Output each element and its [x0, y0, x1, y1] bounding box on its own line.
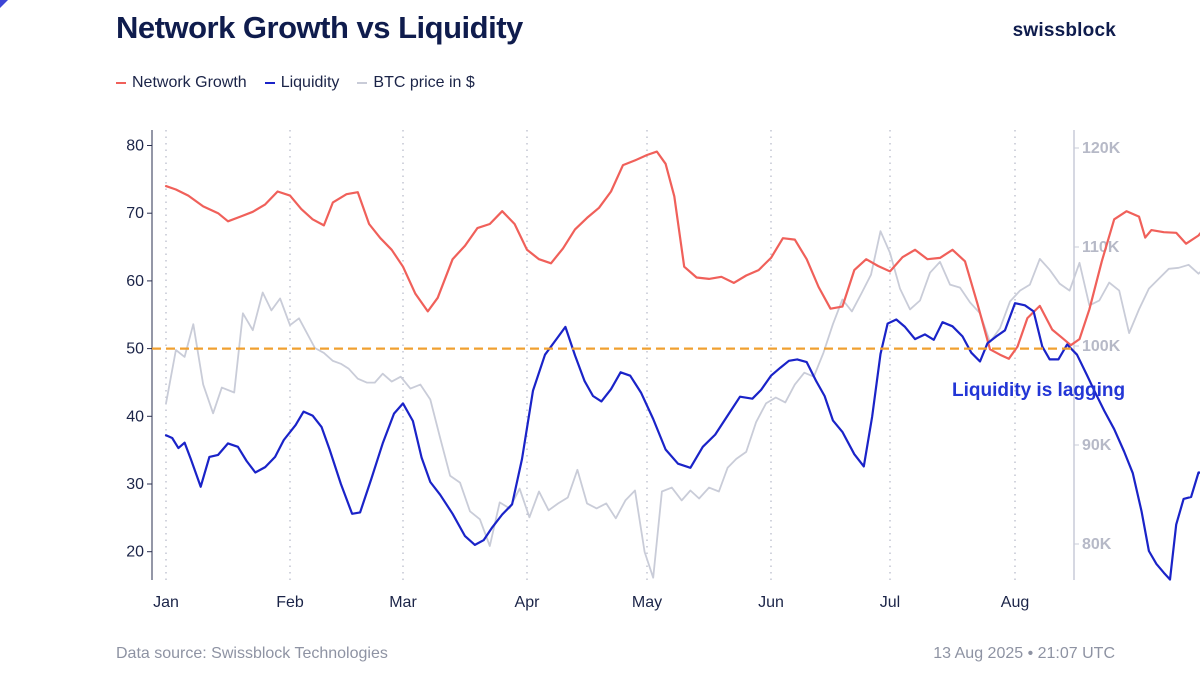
x-tick-label-jul: Jul [880, 594, 900, 611]
legend-item-liquidity[interactable]: Liquidity [264, 74, 340, 92]
legend-swatch-btc-price [357, 82, 368, 84]
left-tick-label: 50 [126, 341, 144, 358]
chart-legend: Network Growth Liquidity BTC price in $ [116, 74, 475, 92]
x-tick-label-apr: Apr [515, 594, 541, 611]
brand-logo: swissblock [1012, 20, 1116, 41]
left-tick-label: 60 [126, 273, 144, 290]
legend-swatch-liquidity [264, 82, 275, 84]
right-tick-label: 110K [1082, 239, 1120, 256]
x-tick-label-mar: Mar [389, 594, 417, 611]
legend-label: Liquidity [280, 74, 340, 91]
right-tick-label: 80K [1082, 536, 1112, 553]
left-tick-label: 40 [126, 408, 144, 425]
legend-label: Network Growth [132, 74, 247, 91]
right-tick-label: 120K [1082, 140, 1121, 157]
left-tick-label: 80 [126, 138, 144, 155]
x-tick-label-feb: Feb [276, 594, 304, 611]
page-title: Network Growth vs Liquidity [116, 10, 523, 45]
x-tick-label-may: May [632, 594, 662, 611]
left-tick-label: 30 [126, 476, 144, 493]
x-tick-label-jan: Jan [153, 594, 179, 611]
corner-accent [0, 0, 8, 8]
x-tick-label-jun: Jun [758, 594, 784, 611]
x-tick-label-aug: Aug [1001, 594, 1029, 611]
series-line-liquidity [164, 302, 1200, 581]
legend-label: BTC price in $ [373, 74, 475, 91]
data-source: Data source: Swissblock Technologies [116, 645, 388, 662]
left-tick-label: 20 [126, 544, 144, 561]
timestamp: 13 Aug 2025 • 21:07 UTC [933, 645, 1115, 662]
right-tick-label: 90K [1082, 437, 1112, 454]
right-tick-label: 100K [1082, 338, 1121, 355]
series-line-btc-price-in [165, 230, 1200, 579]
legend-item-btc-price[interactable]: BTC price in $ [357, 74, 475, 92]
series-line-network-growth [164, 150, 1200, 360]
annotation-liquidity-lagging: Liquidity is lagging [952, 380, 1125, 401]
legend-swatch-network-growth [116, 82, 126, 84]
legend-item-network-growth[interactable]: Network Growth [116, 74, 247, 92]
left-tick-label: 70 [126, 205, 144, 222]
